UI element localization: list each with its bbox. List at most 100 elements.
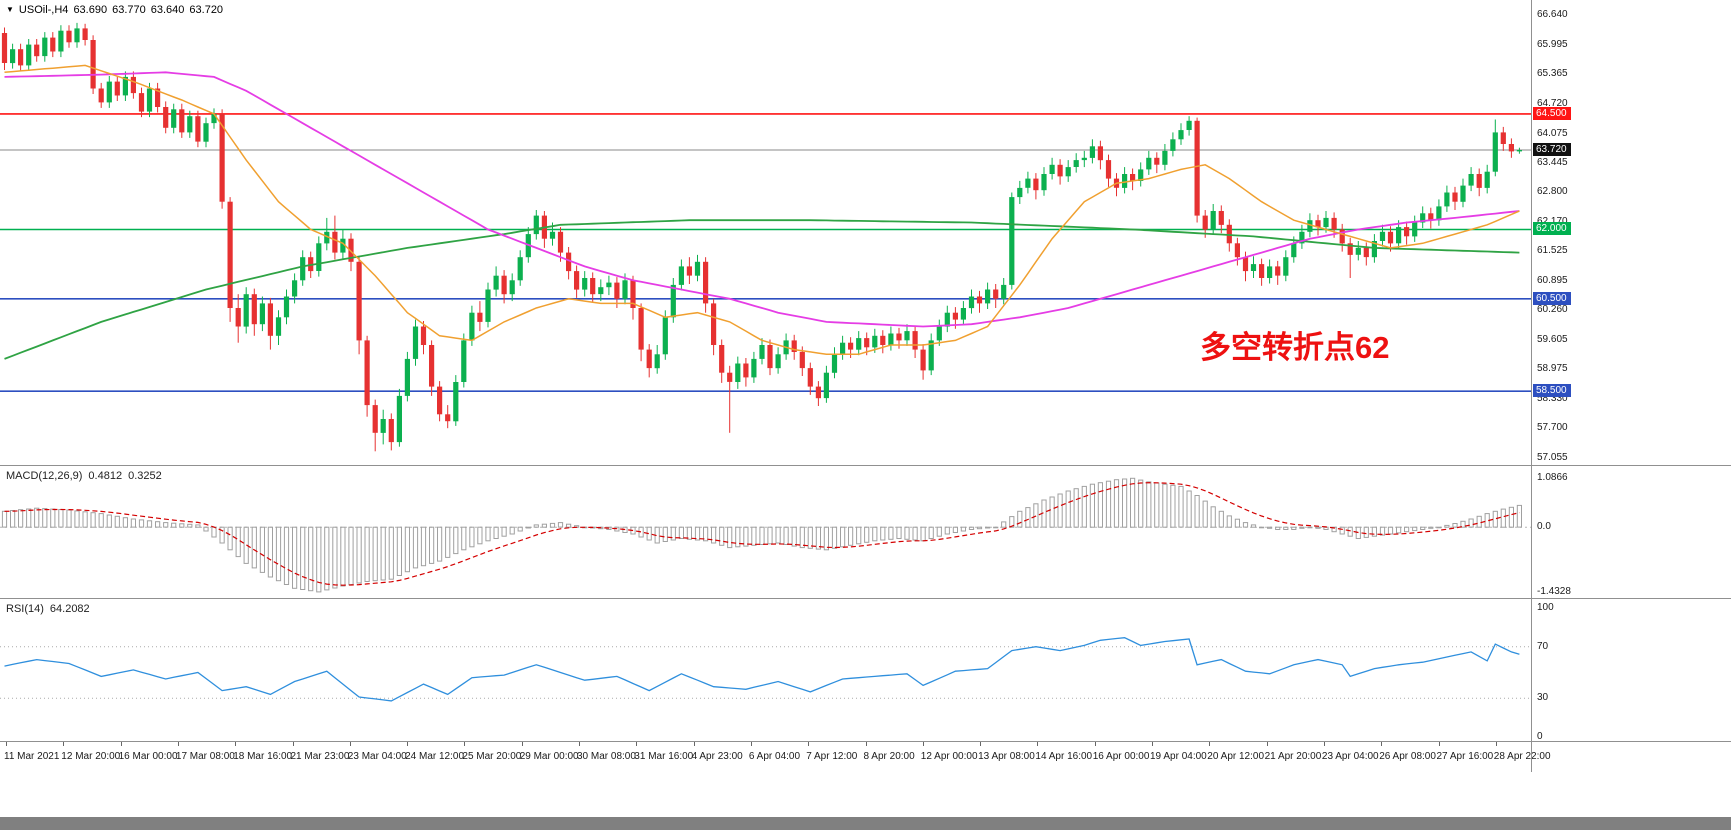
panel-separator[interactable] [0, 465, 1731, 466]
rsi-name: RSI(14) [6, 603, 44, 615]
rsi-label: RSI(14) 64.2082 [6, 603, 96, 615]
time-axis-label: 25 Mar 20:00 [462, 751, 522, 762]
price-axis-label: 62.170 [1537, 215, 1568, 227]
time-axis-label: 29 Mar 00:00 [519, 751, 579, 762]
rsi-axis-label: 30 [1537, 692, 1549, 704]
time-axis-tick [808, 742, 810, 746]
time-axis-tick [349, 742, 351, 746]
price-axis-label: 59.605 [1537, 334, 1568, 346]
price-axis-label: 66.640 [1537, 9, 1568, 20]
chart-annotation-text: 多空转折点62 [1200, 330, 1390, 365]
time-axis-tick [636, 742, 638, 746]
time-axis-label: 28 Apr 22:00 [1493, 751, 1551, 762]
time-axis-label: 23 Apr 04:00 [1321, 751, 1379, 762]
symbol-period-label: USOil-,H4 [18, 4, 69, 16]
time-axis-tick [1438, 742, 1440, 746]
symbol-dropdown-icon: ▼ [6, 5, 14, 14]
time-axis-tick [980, 742, 982, 746]
time-axis-label: 20 Apr 12:00 [1207, 751, 1265, 762]
price-axis[interactable]: 66.640 65.995 65.365 64.720 64.075 63.445 62.8… [1531, 0, 1731, 465]
rsi-axis-label: 0 [1537, 731, 1543, 742]
time-axis-tick [177, 742, 179, 746]
macd-axis-label: 1.0866 [1537, 472, 1568, 483]
time-axis-label: 7 Apr 12:00 [806, 751, 858, 762]
time-axis-tick [407, 742, 409, 746]
macd-axis-label: 0.0 [1537, 521, 1551, 533]
price-chart-canvas[interactable] [0, 0, 1531, 465]
time-axis-tick [1266, 742, 1268, 746]
time-axis-label: 4 Apr 23:00 [691, 751, 743, 762]
price-axis-label: 58.330 [1537, 393, 1568, 405]
price-axis-label: 64.720 [1537, 97, 1568, 109]
macd-axis[interactable]: 1.0866 0.0 -1.4328 [1531, 466, 1731, 598]
axis-vertical-separator [1531, 0, 1532, 772]
time-axis-label: 26 Apr 08:00 [1379, 751, 1436, 762]
price-level-badge: 64.500 [1533, 106, 1571, 120]
rsi-value: 64.2082 [49, 603, 90, 615]
macd-axis-label: -1.4328 [1537, 586, 1571, 597]
macd-label: MACD(12,26,9) 0.4812 0.3252 [6, 470, 168, 482]
macd-chart-canvas[interactable] [0, 466, 1531, 598]
time-axis-tick [922, 742, 924, 746]
time-axis-label: 19 Apr 04:00 [1150, 751, 1207, 762]
time-axis-tick [750, 742, 752, 746]
time-axis-tick [1209, 742, 1211, 746]
rsi-chart-canvas[interactable] [0, 599, 1531, 741]
quote-bar: ▼ USOil-,H4 63.690 63.770 63.640 63.720 [6, 4, 228, 16]
price-axis-label: 61.525 [1537, 245, 1568, 257]
price-axis-label: 60.895 [1537, 274, 1568, 286]
price-level-badge: 60.500 [1533, 291, 1571, 305]
price-axis-label: 57.700 [1537, 422, 1568, 434]
price-axis-label: 62.800 [1537, 186, 1568, 198]
price-axis-label: 57.055 [1537, 452, 1568, 464]
price-level-badge: 58.500 [1533, 384, 1571, 398]
time-axis-tick [521, 742, 523, 746]
bottom-gray-bar [0, 817, 1731, 830]
time-axis-tick [1152, 742, 1153, 746]
time-axis-tick [1323, 742, 1325, 746]
price-panel: 66.640 65.995 65.365 64.720 64.075 63.445 62.8… [0, 0, 1731, 465]
time-axis-tick [235, 742, 237, 746]
price-axis-label: 60.260 [1537, 303, 1568, 315]
rsi-axis-label: 70 [1537, 640, 1549, 652]
macd-name: MACD(12,26,9) [6, 470, 83, 482]
time-axis-label: 27 Apr 16:00 [1436, 751, 1494, 762]
time-axis[interactable]: 11 Mar 2021 12 Mar 20:00 16 Mar 00:00 17 Ma… [0, 742, 1731, 772]
price-axis-label: 63.445 [1537, 156, 1568, 168]
time-axis-tick [1381, 742, 1383, 746]
price-level-badge: 62.000 [1533, 222, 1571, 236]
rsi-panel: 100 70 30 0 RSI(14) 64.2082 [0, 599, 1731, 742]
time-axis-tick [693, 742, 695, 746]
time-axis-label: 16 Mar 00:00 [118, 751, 178, 762]
time-axis-tick [464, 742, 466, 746]
time-axis-label: 18 Mar 16:00 [233, 751, 293, 762]
time-axis-label: 8 Apr 20:00 [863, 751, 915, 762]
time-axis-label: 11 Mar 2021 [4, 751, 60, 762]
time-axis-label: 23 Mar 04:00 [347, 751, 407, 762]
time-axis-label: 12 Apr 00:00 [920, 751, 978, 762]
panel-separator[interactable] [0, 598, 1731, 599]
price-axis-label: 65.995 [1537, 38, 1568, 50]
rsi-axis[interactable]: 100 70 30 0 [1531, 599, 1731, 742]
time-axis-tick [1094, 742, 1096, 746]
time-axis-tick [579, 742, 580, 746]
current-price-badge: 63.720 [1533, 142, 1571, 156]
price-axis-label: 64.075 [1537, 127, 1568, 139]
time-axis-label: 24 Mar 12:00 [405, 751, 465, 762]
price-axis-label: 65.365 [1537, 67, 1568, 79]
time-axis-label: 6 Apr 04:00 [748, 751, 801, 762]
time-axis-label: 14 Apr 16:00 [1035, 751, 1093, 762]
rsi-axis-label: 100 [1537, 602, 1554, 613]
quote-low: 63.640 [150, 4, 185, 16]
price-axis-label: 58.975 [1537, 363, 1568, 375]
time-axis-tick [865, 742, 867, 746]
macd-main-value: 0.4812 [88, 470, 123, 482]
time-axis-tick [120, 742, 122, 746]
time-axis-tick [292, 742, 294, 746]
quote-high: 63.770 [112, 4, 146, 16]
macd-signal-value: 0.3252 [128, 470, 162, 482]
quote-close: 63.720 [189, 4, 224, 16]
time-axis-label: 31 Mar 16:00 [634, 751, 694, 762]
time-axis-label: 30 Mar 08:00 [577, 751, 636, 762]
